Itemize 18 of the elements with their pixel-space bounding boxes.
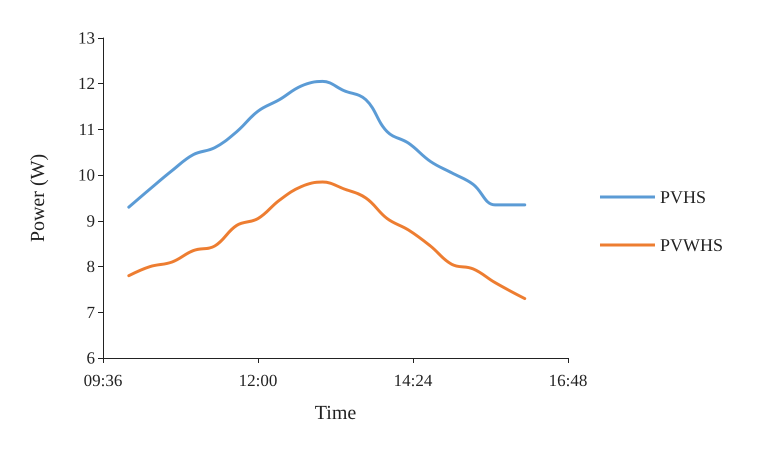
x-tick-label: 14:24 [394,371,433,390]
line-series [127,180,526,300]
y-tick-label: 10 [78,166,95,185]
y-tick-label: 13 [78,28,95,48]
x-tick-label: 16:48 [548,371,588,390]
y-tick-label: 11 [78,120,95,139]
line-series [127,80,526,209]
legend-label: PVHS [660,187,706,207]
legend-label: PVWHS [660,235,724,255]
y-tick-label: 8 [86,257,95,276]
x-axis-title: Time [314,402,356,424]
x-tick-label: 12:00 [238,371,278,390]
y-tick-label: 6 [86,348,95,368]
x-tick-label: 09:36 [84,371,122,390]
y-tick-label: 7 [86,302,96,322]
y-axis-title: Power (W) [27,154,49,242]
y-tick-label: 9 [86,211,95,230]
y-tick-label: 12 [78,74,95,94]
